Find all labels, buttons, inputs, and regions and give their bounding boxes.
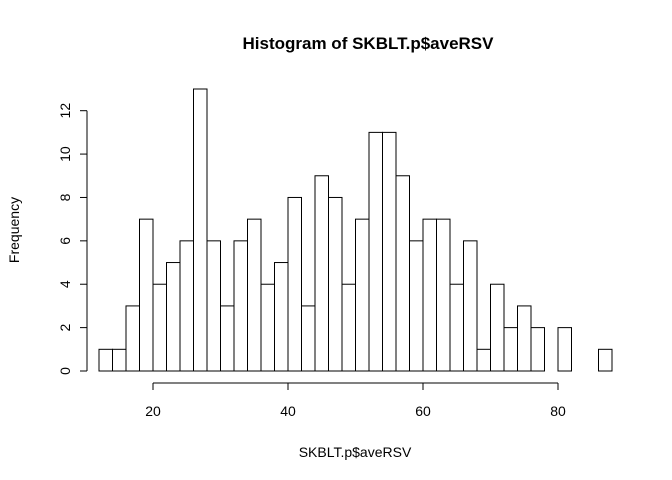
histogram-bar [260,283,275,372]
histogram-bar [152,283,167,372]
histogram-bar [233,240,248,372]
histogram-bar [179,240,194,372]
y-tick-label: 8 [57,193,73,201]
histogram-bar [490,283,505,372]
histogram-bar [341,283,356,372]
x-tick-label: 60 [415,403,431,419]
histogram-bar [476,348,491,372]
histogram-bar [409,240,424,372]
histogram-bar [98,348,113,372]
x-tick-label: 40 [280,403,296,419]
histogram-bar [193,88,208,372]
histogram-bar [503,327,518,372]
histogram-bar [449,283,464,372]
histogram-bar [247,218,262,372]
x-axis-label: SKBLT.p$aveRSV [299,444,412,460]
histogram-bar [139,218,154,372]
histogram-bar [274,262,289,372]
x-tick-label: 80 [550,403,566,419]
y-tick-label: 0 [57,367,73,375]
histogram-bar [557,327,572,372]
histogram-bar [328,196,343,372]
histogram-bar [368,131,383,372]
histogram-bar [314,175,329,372]
histogram-bar [112,348,127,372]
y-axis-label: Frequency [6,197,22,263]
histogram-bar [382,131,397,372]
y-tick-label: 2 [57,324,73,332]
chart-title: Histogram of SKBLT.p$aveRSV [243,34,495,53]
y-axis: 0 2 4 6 8 10 12 [57,103,88,375]
histogram-bar [206,240,221,372]
histogram-bar [220,305,235,372]
histogram-bar [395,175,410,372]
histogram-bar [287,196,302,372]
x-axis: 20 40 60 80 [145,382,566,419]
histogram-bar [598,348,613,372]
histogram-bar [436,218,451,372]
y-tick-label: 12 [57,103,73,119]
y-tick-label: 4 [57,280,73,288]
bars-group [98,88,613,372]
y-tick-label: 6 [57,237,73,245]
x-tick-label: 20 [145,403,161,419]
histogram-bar [463,240,478,372]
histogram-bar [422,218,437,372]
histogram-bar [125,305,140,372]
histogram-bar [166,262,181,372]
histogram-bar [355,218,370,372]
histogram-bar [530,327,545,372]
histogram-bar [517,305,532,372]
histogram-bar [301,305,316,372]
y-tick-label: 10 [57,146,73,162]
